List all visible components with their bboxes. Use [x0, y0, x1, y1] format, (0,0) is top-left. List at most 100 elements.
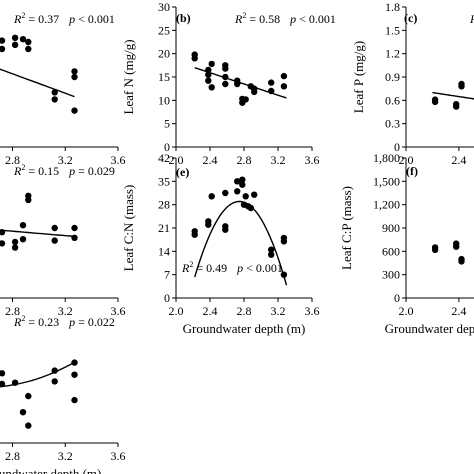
- x-tick-label: 2.8: [5, 304, 20, 318]
- panel-e: 2.0 2.4 2.8 3.2 3.6 0 7 14 21 28 35 42 Leaf C:N (mas…: [121, 151, 320, 336]
- y-tick-label: 14: [158, 244, 170, 258]
- p-value: < 0.001: [296, 12, 336, 26]
- data-point: [205, 221, 212, 228]
- data-point: [280, 72, 288, 80]
- fit-line: [194, 200, 288, 286]
- data-point: [239, 181, 246, 188]
- data-point: [453, 103, 460, 110]
- p-symbol: p: [68, 12, 75, 26]
- data-point: [208, 193, 215, 200]
- data-point: [242, 96, 249, 103]
- data-point: [268, 251, 275, 258]
- data-point: [71, 224, 78, 232]
- data-point: [268, 87, 275, 95]
- r2-symbol: R: [13, 315, 22, 329]
- x-tick-label: 3.6: [111, 449, 126, 463]
- data-point: [234, 188, 241, 195]
- y-tick-label: 35: [158, 174, 170, 188]
- x-tick-label: 2.0: [399, 304, 414, 318]
- y-tick-label: 0.9: [385, 70, 400, 84]
- data-point: [191, 231, 198, 238]
- data-point: [222, 189, 229, 197]
- panel-label: (c): [404, 11, 417, 25]
- y-tick-label: 1.5: [385, 23, 400, 37]
- data-point: [431, 98, 439, 106]
- data-point: [208, 84, 215, 91]
- y-tick-label: 300: [382, 268, 400, 282]
- y-tick-label: 0: [394, 291, 400, 305]
- data-point: [51, 237, 58, 244]
- r2-symbol: R: [469, 12, 474, 26]
- data-point: [51, 96, 58, 103]
- r2-superscript: 2: [21, 163, 25, 172]
- r2-symbol: R: [181, 261, 190, 275]
- data-point: [25, 422, 32, 429]
- y-tick-label: 21: [158, 221, 170, 235]
- data-point: [205, 71, 212, 78]
- y-axis-label: Leaf P (mg/g): [351, 41, 366, 113]
- data-point: [11, 34, 19, 41]
- data-point: [51, 224, 58, 232]
- y-tick-label: 900: [382, 221, 400, 235]
- y-tick-label: 7: [164, 268, 170, 282]
- r2-symbol: R: [13, 164, 22, 178]
- data-point: [0, 240, 6, 247]
- x-tick-label: 3.6: [111, 153, 126, 167]
- data-point: [222, 80, 229, 88]
- p-symbol: p: [289, 12, 296, 26]
- r2-value: = 0.23: [25, 315, 59, 329]
- y-tick-label: 1,800: [373, 151, 400, 165]
- panel-a: 2.8 3.2 3.6 R2 = 0.37 p < 0.001: [0, 11, 126, 167]
- stats-annotation: R2 = 0.58 p < 0.001: [234, 11, 336, 26]
- x-tick-label: 3.2: [271, 304, 286, 318]
- x-tick-label: 3.6: [305, 304, 320, 318]
- panel-label: (f): [406, 164, 418, 178]
- data-point: [268, 79, 275, 86]
- data-point: [458, 83, 465, 90]
- data-point: [19, 36, 27, 43]
- p-symbol: p: [68, 315, 75, 329]
- r2-symbol: R: [13, 12, 22, 26]
- y-tick-label: 0: [394, 140, 400, 154]
- y-tick-label: 20: [158, 47, 170, 61]
- x-tick-label: 3.6: [305, 153, 320, 167]
- data-point: [19, 222, 27, 229]
- x-tick-label: 2.4: [451, 304, 466, 318]
- x-tick-label: 2.8: [237, 153, 252, 167]
- r2-value: = 0.49: [193, 261, 227, 275]
- y-tick-label: 0: [164, 140, 170, 154]
- data-point: [242, 193, 249, 200]
- y-tick-label: 28: [158, 198, 170, 212]
- data-point: [251, 88, 258, 96]
- y-tick-label: 10: [158, 93, 170, 107]
- data-point: [280, 271, 288, 278]
- data-point: [25, 392, 32, 400]
- y-tick-label: 42: [158, 151, 170, 165]
- x-tick-label: 2.4: [451, 153, 466, 167]
- data-point: [280, 238, 288, 245]
- y-tick-label: 0: [164, 291, 170, 305]
- y-tick-label: 1.8: [385, 0, 400, 14]
- p-value: < 0.001: [75, 12, 115, 26]
- y-axis-label: Leaf C:N (mass): [121, 185, 136, 272]
- data-point: [71, 359, 78, 366]
- stats-annotation: R2 = 0.15 p = 0.029: [13, 163, 115, 178]
- r2-value: = 0.58: [246, 12, 280, 26]
- data-point: [71, 234, 78, 241]
- data-point: [71, 371, 78, 378]
- data-point: [71, 68, 78, 75]
- data-point: [11, 244, 19, 251]
- y-tick-label: 1,500: [373, 174, 400, 188]
- x-tick-label: 2.8: [5, 153, 20, 167]
- r2-value: = 0.37: [25, 12, 59, 26]
- panel-label: (b): [176, 11, 191, 25]
- x-tick-label: 3.2: [58, 449, 73, 463]
- y-tick-label: 15: [158, 70, 170, 84]
- data-point: [234, 80, 241, 88]
- data-point: [251, 191, 258, 198]
- p-value: < 0.001: [243, 261, 283, 275]
- data-point: [0, 380, 6, 388]
